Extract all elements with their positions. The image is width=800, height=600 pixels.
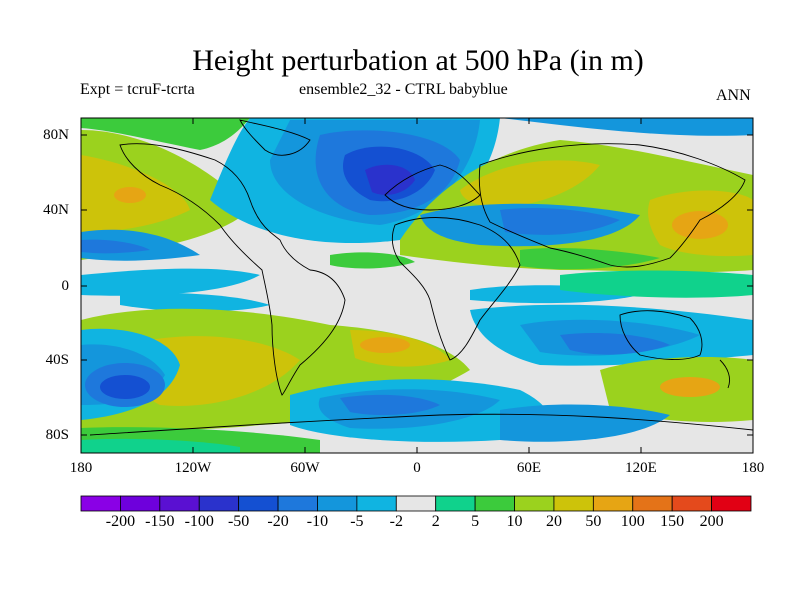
colorbar [80, 495, 752, 512]
y-tick-label: 40S [45, 352, 69, 368]
y-tick-label: 80N [43, 127, 69, 143]
colorbar-swatch [435, 495, 476, 512]
colorbar-swatch [395, 495, 437, 512]
colorbar-swatch [238, 495, 279, 512]
chart-title: Height perturbation at 500 hPa (in m) [192, 44, 644, 77]
colorbar-label: 50 [585, 513, 602, 530]
colorbar-label: 20 [545, 513, 562, 530]
y-tick-label: 40N [43, 202, 69, 218]
colorbar-label: 5 [471, 513, 480, 530]
colorbar-label: -10 [306, 513, 329, 530]
colorbar-swatch [711, 495, 752, 512]
colorbar-label: 150 [660, 513, 685, 530]
colorbar-swatch [317, 495, 358, 512]
colorbar-label: -100 [184, 513, 214, 530]
colorbar-label: -20 [267, 513, 289, 530]
colorbar-label: 100 [620, 513, 645, 530]
colorbar-label: 2 [431, 513, 440, 530]
colorbar-swatch [159, 495, 200, 512]
colorbar-label: 200 [699, 513, 724, 530]
colorbar-swatch [120, 495, 161, 512]
colorbar-swatch [671, 495, 712, 512]
colorbar-label: -150 [145, 513, 175, 530]
colorbar-swatch [632, 495, 673, 512]
x-tick-label: 120W [174, 460, 212, 476]
x-tick-label: 0 [413, 460, 421, 476]
colorbar-label: -50 [227, 513, 250, 530]
x-tick-label: 60W [290, 460, 320, 476]
colorbar-swatch [198, 495, 240, 512]
colorbar-swatch [356, 495, 397, 512]
colorbar-swatch [80, 495, 121, 512]
colorbar-swatch [592, 495, 634, 512]
coastlines [89, 119, 753, 436]
colorbar-label: 10 [506, 513, 523, 530]
colorbar-swatch [277, 495, 318, 512]
colorbar-label: -2 [389, 513, 403, 530]
x-tick-label: 180 [741, 460, 765, 476]
experiment-label: Expt = tcruF-tcrta [80, 81, 195, 98]
colorbar-label: -5 [350, 513, 364, 530]
y-tick-label: 80S [45, 427, 69, 443]
axis-ticks [80, 118, 754, 453]
colorbar-swatch [514, 495, 555, 512]
ensemble-label: ensemble2_32 - CTRL babyblue [299, 81, 508, 98]
colorbar-swatch [474, 495, 515, 512]
season-label: ANN [716, 87, 751, 104]
x-tick-label: 60E [516, 460, 542, 476]
x-tick-label: 180 [69, 460, 93, 476]
colorbar-label: -200 [105, 513, 136, 530]
x-tick-label: 120E [625, 460, 657, 476]
colorbar-swatch [553, 495, 594, 512]
contour-field [81, 118, 753, 453]
y-tick-label: 0 [61, 278, 70, 294]
